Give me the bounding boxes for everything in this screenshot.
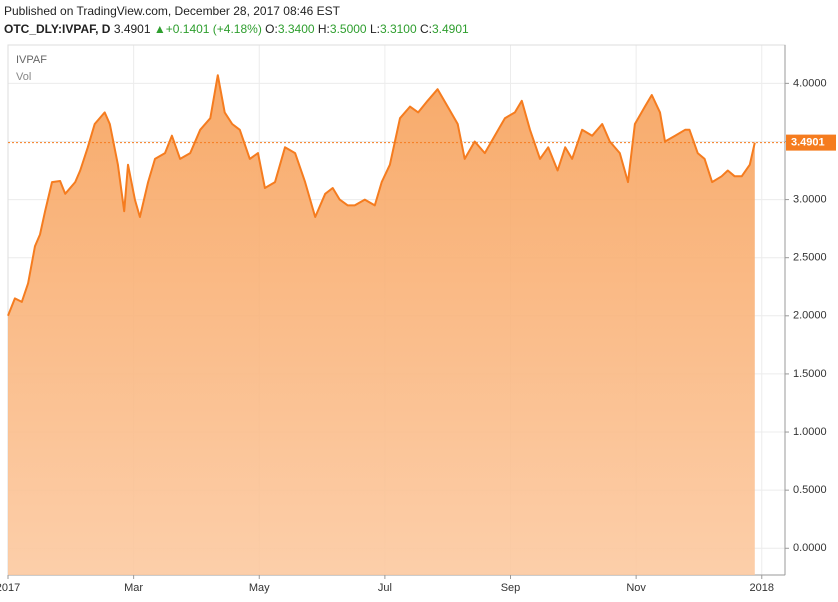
y-tick-label: 2.0000	[793, 310, 827, 322]
ohlc-value: 3.5000	[329, 22, 367, 36]
y-tick-label: 1.0000	[793, 426, 827, 438]
x-tick-label: 2017	[0, 582, 20, 594]
last-price-box	[786, 134, 836, 151]
x-tick-label: Sep	[501, 582, 521, 594]
ohlc-label: C:	[420, 22, 432, 36]
ohlc: O:3.3400 H:3.5000 L:3.3100 C:3.4901	[265, 22, 469, 36]
symbol: OTC_DLY:IVPAF, D	[4, 22, 111, 36]
published: Published on TradingView.com, December 2…	[4, 4, 340, 18]
ohlc-value: 3.4901	[432, 22, 469, 36]
price-line	[7, 74, 756, 317]
x-tick-label: Jul	[378, 582, 392, 594]
ohlc-label: L:	[369, 22, 380, 36]
y-tick-label: 3.0000	[793, 193, 827, 205]
quote-line: OTC_DLY:IVPAF, D 3.4901 ▲+0.1401 (+4.18%…	[4, 20, 469, 38]
x-tick-label: 2018	[750, 582, 774, 594]
x-tick-label: Nov	[626, 582, 646, 594]
ohlc-value: 3.3400	[277, 22, 315, 36]
last: 3.4901	[113, 22, 151, 36]
y-tick-label: 0.5000	[793, 484, 827, 496]
ohlc-value: 3.3100	[379, 22, 417, 36]
x-tick-label: May	[249, 582, 270, 594]
y-tick-label: 1.5000	[793, 368, 827, 380]
x-tick-label: Mar	[124, 582, 143, 594]
last-price-label: 3.4901	[791, 137, 825, 149]
header: Published on TradingView.com, December 2…	[4, 2, 469, 38]
ohlc-label: O:	[265, 22, 278, 36]
y-tick-label: 4.0000	[793, 77, 827, 89]
y-tick-label: 2.5000	[793, 252, 827, 264]
legend-vol: Vol	[16, 71, 31, 83]
arrow: ▲	[153, 22, 166, 36]
change: +0.1401 (+4.18%)	[165, 22, 262, 36]
area-fill	[8, 75, 755, 575]
y-tick-label: 0.0000	[793, 542, 827, 554]
ohlc-label: H:	[317, 22, 330, 36]
legend-symbol: IVPAF	[16, 54, 47, 66]
